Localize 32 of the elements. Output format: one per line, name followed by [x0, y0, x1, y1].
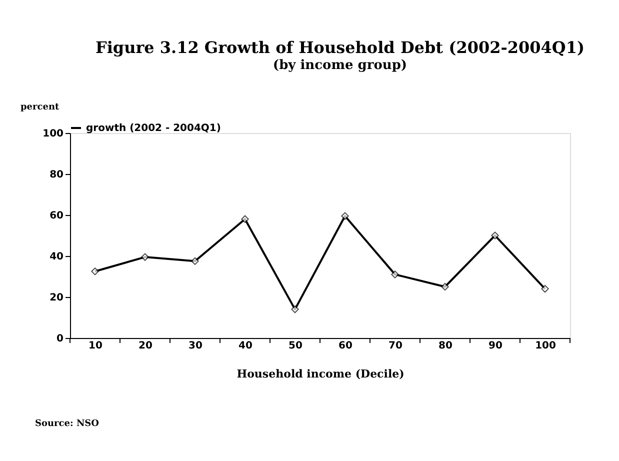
point	[541, 284, 549, 293]
x-tick-label: 90	[488, 340, 502, 352]
y-axis-title: percent	[20, 102, 60, 112]
y-tick-label: 40	[50, 252, 64, 262]
y-tick-label: 20	[50, 292, 64, 304]
point	[241, 215, 249, 223]
x-tick-label: 100	[535, 340, 556, 352]
x-tick-label: 70	[388, 340, 402, 352]
point	[291, 305, 299, 314]
point	[391, 270, 399, 278]
point	[141, 253, 149, 261]
source-note: Source: NSO	[35, 419, 100, 429]
point	[491, 232, 499, 240]
chart-subtitle: (by income group)	[272, 58, 408, 73]
point	[441, 282, 449, 291]
x-tick-label: 30	[188, 340, 202, 352]
x-tick-label: 80	[438, 340, 452, 352]
x-tick-label: 10	[88, 340, 102, 352]
point	[191, 257, 199, 265]
y-tick-label: 100	[42, 128, 64, 140]
x-tick-label: 40	[238, 340, 252, 352]
text: growth (2002 - 2004Q1)	[86, 123, 221, 134]
point	[91, 268, 99, 276]
x-tick-label: 50	[288, 340, 302, 352]
y-tick-label: 80	[50, 170, 64, 180]
x-tick-label: 20	[138, 340, 152, 352]
y-tick-label: 60	[50, 210, 64, 222]
point	[341, 212, 349, 220]
x-axis-title: Household income (Decile)	[236, 368, 404, 380]
x-tick-label: 60	[338, 340, 352, 352]
chart-title: Figure 3.12 Growth of Household Debt (2002-2004Q1)	[95, 38, 585, 57]
y-tick-label: 0	[56, 334, 64, 344]
